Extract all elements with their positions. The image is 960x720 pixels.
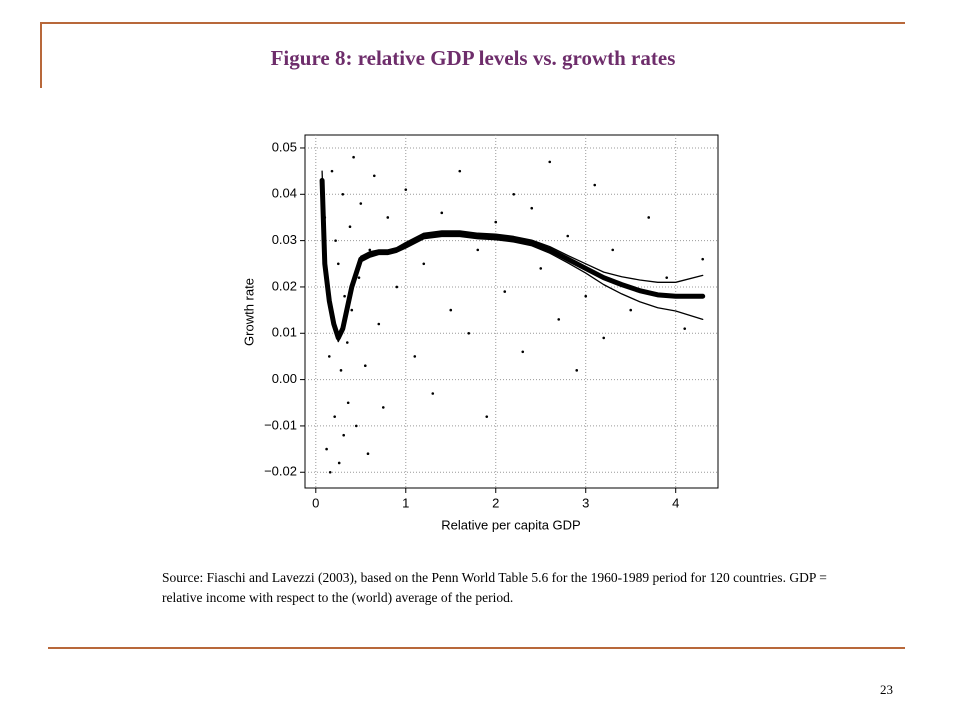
scatter-point (647, 216, 651, 219)
y-axis-label: Growth rate (241, 278, 256, 346)
scatter-point (440, 211, 444, 215)
scatter-point (336, 262, 340, 266)
scatter-point (372, 174, 376, 178)
scatter-point (341, 192, 345, 196)
scatter-point (602, 336, 606, 340)
scatter-point (521, 350, 525, 354)
fit-line (319, 177, 706, 341)
confidence-band (321, 170, 704, 335)
scatter-point (359, 202, 363, 205)
scatter-point (584, 294, 588, 298)
y-tick-label: 0.04 (272, 186, 297, 201)
scatter-point (467, 331, 471, 335)
y-tick-label: −0.01 (264, 417, 297, 432)
left-rule (40, 22, 42, 88)
scatter-point (458, 169, 462, 173)
scatter-point (404, 188, 408, 191)
scatter-point (352, 155, 355, 159)
scatter-point (368, 248, 372, 252)
scatter-point (629, 308, 633, 312)
scatter-point (343, 294, 346, 298)
scatter-point (346, 401, 350, 405)
scatter-point (683, 327, 687, 330)
scatter-point (548, 160, 552, 164)
top-rule (40, 22, 905, 24)
scatter-point (665, 276, 669, 279)
scatter-point (611, 248, 615, 252)
scatter-point (339, 369, 343, 372)
scatter-point (566, 234, 570, 238)
y-tick-label: 0.00 (272, 371, 297, 386)
x-tick-label: 1 (402, 495, 409, 510)
bottom-rule (48, 647, 905, 649)
scatter-point (512, 192, 516, 196)
scatter-point (413, 355, 417, 358)
confidence-band (321, 189, 704, 343)
scatter-point (503, 290, 507, 293)
x-axis-label: Relative per capita GDP (441, 517, 580, 532)
x-tick-label: 2 (492, 495, 499, 510)
scatter-point (381, 406, 385, 409)
scatter-point (530, 206, 534, 210)
scatter-point (354, 424, 358, 428)
scatter-point (350, 308, 354, 312)
scatter-point (494, 220, 498, 224)
scatter-point (431, 392, 435, 395)
scatter-point (330, 169, 334, 173)
x-tick-label: 4 (672, 495, 679, 510)
y-tick-label: 0.03 (272, 232, 297, 247)
scatter-point (575, 369, 579, 372)
scatter-point (701, 257, 705, 261)
scatter-point (334, 239, 337, 242)
x-tick-label: 0 (312, 495, 319, 510)
scatter-point (422, 262, 426, 266)
scatter-point (593, 183, 597, 187)
scatter-point (342, 433, 345, 437)
scatter-point (325, 447, 328, 451)
scatter-point (348, 225, 352, 229)
y-tick-label: 0.01 (272, 325, 297, 340)
scatter-point (327, 355, 331, 358)
scatter-point (557, 318, 561, 321)
scatter-point (363, 364, 367, 368)
plot-frame (304, 134, 719, 489)
source-note: Source: Fiaschi and Lavezzi (2003), base… (162, 570, 827, 605)
scatter-point (386, 216, 390, 219)
scatter-point (476, 248, 480, 252)
scatter-point (357, 276, 361, 279)
scatter-point (366, 452, 370, 456)
y-tick-label: 0.02 (272, 278, 297, 293)
scatter-point (377, 322, 381, 326)
slide-title: Figure 8: relative GDP levels vs. growth… (270, 46, 676, 70)
scatter-point (485, 415, 489, 418)
scatter-point (345, 341, 349, 344)
scatter-point (328, 470, 332, 474)
y-tick-label: 0.05 (272, 139, 297, 154)
x-tick-label: 3 (582, 495, 589, 510)
page-number: 23 (880, 682, 893, 697)
scatter-point (395, 285, 399, 289)
y-tick-label: −0.02 (264, 464, 297, 479)
scatter-point (539, 267, 543, 270)
scatter-point (337, 461, 341, 465)
scatter-point (333, 415, 336, 418)
scatter-point (449, 308, 453, 312)
